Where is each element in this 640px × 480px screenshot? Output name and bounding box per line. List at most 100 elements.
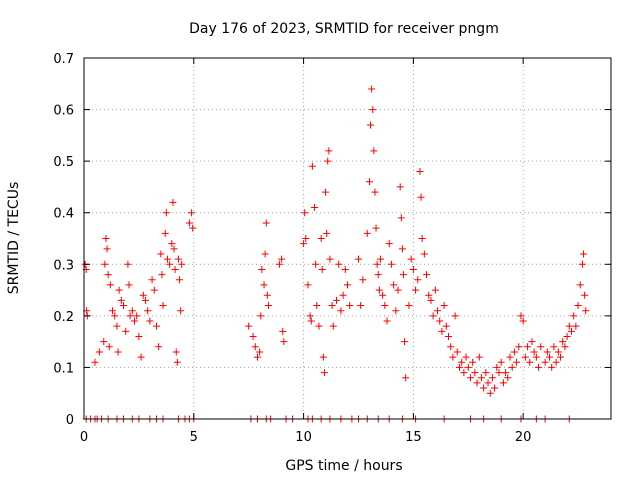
y-tick-label: 0.6: [53, 104, 74, 119]
data-point: [103, 245, 111, 253]
data-point: [429, 312, 437, 320]
data-point: [189, 224, 197, 232]
data-point: [409, 265, 417, 273]
data-point: [447, 343, 455, 351]
data-point: [106, 281, 114, 289]
data-point: [497, 358, 505, 366]
data-point: [449, 353, 457, 361]
x-tick-label: 5: [190, 430, 198, 445]
data-point: [440, 302, 448, 310]
data-point: [363, 229, 371, 237]
data-point: [261, 250, 269, 258]
data-point: [407, 255, 415, 263]
data-point: [163, 255, 171, 263]
data-point: [326, 255, 334, 263]
data-point: [262, 219, 270, 227]
data-point: [442, 322, 450, 330]
data-point: [365, 178, 373, 186]
data-point: [385, 240, 393, 248]
data-point: [162, 209, 170, 217]
data-point: [504, 374, 512, 382]
data-point: [257, 312, 265, 320]
data-point: [176, 276, 184, 284]
data-point: [436, 317, 444, 325]
data-point: [367, 121, 375, 129]
data-point: [464, 363, 472, 371]
data-point: [401, 338, 409, 346]
chart-title: Day 176 of 2023, SRMTID for receiver png…: [189, 21, 499, 37]
data-point: [399, 271, 407, 279]
data-point: [155, 343, 163, 351]
data-point: [325, 147, 333, 155]
data-point: [301, 209, 309, 217]
data-point: [475, 353, 483, 361]
data-point: [493, 363, 501, 371]
data-point: [550, 343, 558, 351]
data-point: [578, 260, 586, 268]
y-axis-ticks: 0 0.1 0.2 0.3 0.4 0.5 0.6 0.7: [53, 52, 611, 428]
data-point: [376, 255, 384, 263]
data-point: [304, 281, 312, 289]
data-point: [543, 348, 551, 356]
data-point: [532, 353, 540, 361]
data-point: [572, 322, 580, 330]
x-tick-label: 20: [515, 430, 532, 445]
data-point: [565, 322, 573, 330]
data-point: [315, 322, 323, 330]
data-point: [541, 358, 549, 366]
data-point: [279, 327, 287, 335]
data-point: [561, 343, 569, 351]
data-point: [260, 281, 268, 289]
data-point: [519, 317, 527, 325]
data-point: [462, 353, 470, 361]
y-tick-label: 0.7: [53, 52, 74, 67]
data-point: [174, 255, 182, 263]
data-point: [125, 281, 133, 289]
data-point: [469, 358, 477, 366]
data-point: [144, 307, 152, 315]
data-point: [528, 338, 536, 346]
data-point: [337, 307, 345, 315]
data-point: [373, 260, 381, 268]
data-point: [251, 343, 259, 351]
data-point: [480, 384, 488, 392]
data-point: [357, 302, 365, 310]
data-point: [308, 162, 316, 170]
x-axis-ticks: 0 5 10 15 20: [80, 58, 532, 445]
data-point: [253, 353, 261, 361]
data-point: [524, 343, 532, 351]
data-point: [131, 317, 139, 325]
data-point: [418, 235, 426, 242]
data-point: [102, 235, 110, 242]
data-point: [414, 276, 422, 284]
data-point: [398, 245, 406, 253]
data-point: [397, 214, 405, 222]
data-point: [552, 358, 560, 366]
data-point: [477, 374, 485, 382]
data-point: [438, 327, 446, 335]
data-point: [311, 204, 319, 212]
data-point: [320, 369, 328, 377]
data-point: [554, 348, 562, 356]
data-point: [402, 374, 410, 382]
data-point: [372, 224, 380, 232]
data-point: [300, 240, 308, 248]
data-point: [313, 302, 321, 310]
data-point: [158, 271, 166, 279]
data-point: [375, 286, 383, 294]
data-point: [559, 338, 567, 346]
data-point: [109, 307, 117, 315]
data-point: [354, 255, 362, 263]
data-point: [323, 229, 331, 237]
data-point: [104, 271, 112, 279]
data-point: [128, 307, 136, 315]
data-point: [567, 327, 575, 335]
data-point: [405, 302, 413, 310]
x-tick-label: 15: [405, 430, 422, 445]
data-point: [146, 317, 154, 325]
data-point: [371, 188, 379, 196]
data-point: [322, 188, 330, 196]
data-point: [159, 302, 167, 310]
data-point: [445, 332, 453, 340]
data-point: [100, 338, 108, 346]
